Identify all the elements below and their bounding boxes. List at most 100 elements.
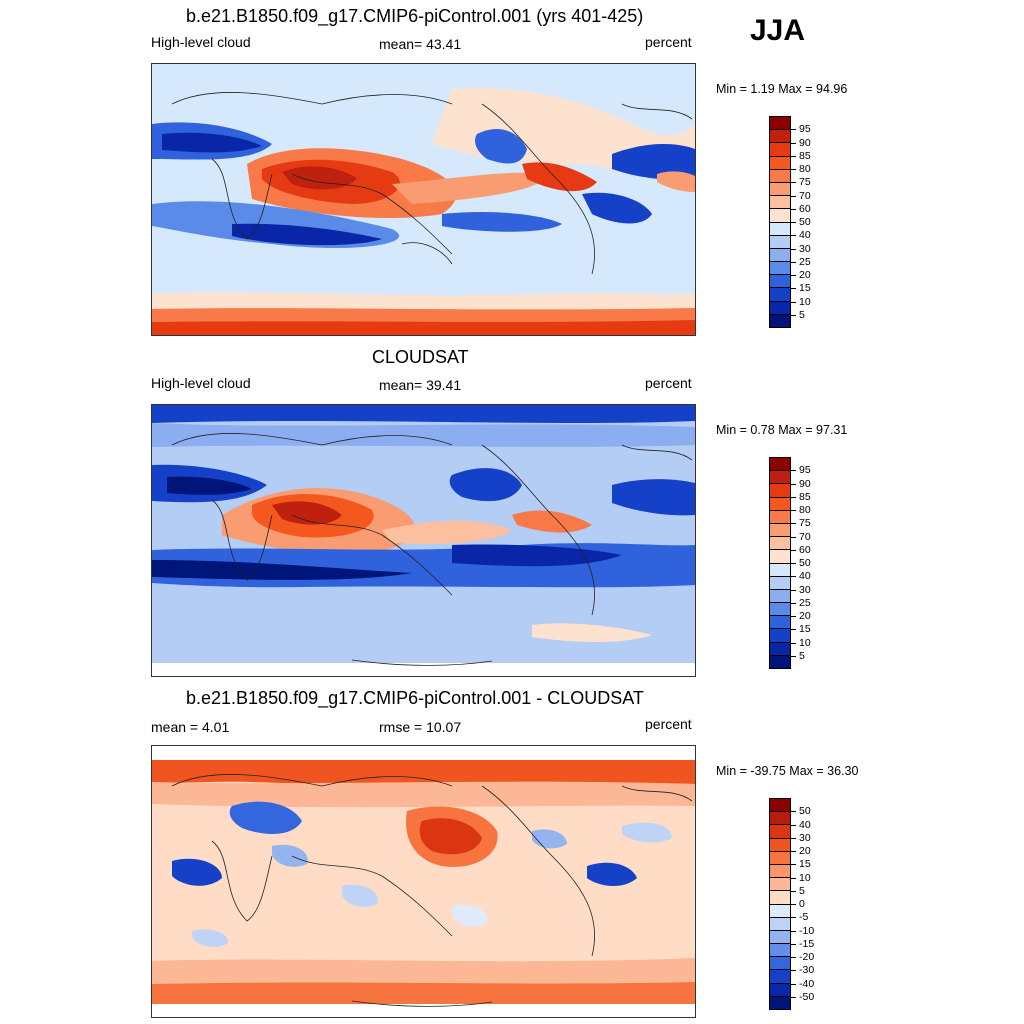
panel-1-map [151, 63, 696, 336]
panel-2-colorbar-swatch [770, 655, 790, 668]
panel-2-colorbar: 95 90 85 80 75 70 60 50 40 30 25 20 15 10 5 [769, 457, 829, 669]
panel-1-colorbar-tick-label: 90 [799, 136, 811, 149]
panel-1-colorbar-swatch [770, 262, 790, 276]
panel-3-colorbar-tick-mark [791, 983, 796, 985]
panel-1-colorbar-swatch [770, 288, 790, 302]
panel-3-colorbar-swatch [770, 930, 790, 945]
panel-3-colorbar-tick-mark [791, 824, 796, 826]
panel-2-colorbar-tick-mark [791, 655, 796, 657]
panel-3-colorbar-swatch [770, 983, 790, 997]
panel-3-colorbar-tick-mark [791, 864, 796, 866]
panel-3-colorbar-tick-label: -5 [799, 911, 809, 924]
panel-2-units-label: percent [645, 375, 692, 391]
panel-3-colorbar-tick-mark [791, 837, 796, 839]
panel-1-contour-field [152, 64, 695, 335]
panel-1-colorbar-swatch [770, 117, 790, 131]
panel-2-colorbar-tick-mark [791, 483, 796, 485]
panel-2-colorbar-swatch [770, 458, 790, 472]
panel-1-colorbar-swatch [770, 275, 790, 289]
panel-3-rmse-label: rmse = 10.07 [379, 719, 462, 735]
panel-1-colorbar-tick-mark [791, 222, 796, 223]
panel-2-colorbar-tick-mark [791, 589, 796, 591]
panel-1-colorbar-tick-label: 5 [799, 308, 805, 321]
panel-1-colorbar-tick-mark [791, 261, 796, 263]
panel-2-mean-label: mean= 39.41 [379, 377, 462, 393]
panel-1-colorbar-swatch [770, 235, 790, 249]
panel-2-colorbar-tick-label: 80 [799, 504, 811, 516]
panel-2-colorbar-swatch [770, 603, 790, 617]
panel-2-minmax-label: Min = 0.78 Max = 97.31 [716, 423, 848, 437]
panel-3-colorbar-swatch [770, 864, 790, 879]
panel-3-map [151, 745, 696, 1018]
panel-2-colorbar-tick-mark [791, 576, 796, 578]
panel-1-colorbar-tick-label: 30 [799, 242, 811, 255]
panel-3-colorbar-swatch [770, 970, 790, 984]
panel-1-colorbar-tick-mark [791, 275, 796, 276]
panel-3-colorbar-tick-label: -40 [799, 977, 815, 990]
panel-3-colorbar-swatch [770, 878, 790, 892]
panel-1-title: b.e21.B1850.f09_g17.CMIP6-piControl.001 … [186, 6, 644, 26]
panel-2-colorbar-tick-label: 25 [799, 596, 811, 609]
panel-2-contour-field [152, 405, 695, 676]
panel-3-colorbar-swatch [770, 917, 790, 931]
panel-2-colorbar-tick-label: 50 [799, 557, 811, 569]
panel-2-colorbar-tick-mark [791, 523, 796, 525]
panel-1-colorbar-tick-label: 50 [799, 216, 811, 228]
panel-3-colorbar-swatch [770, 891, 790, 905]
panel-3-colorbar-tick-mark [791, 943, 796, 945]
panel-3-colorbar-tick-mark [791, 877, 796, 879]
panel-1-colorbar-swatch [770, 156, 790, 170]
panel-3-colorbar-swatch [770, 825, 790, 839]
panel-2-colorbar-tick-label: 95 [799, 464, 811, 477]
panel-1-mean-label: mean= 43.41 [379, 36, 462, 52]
panel-3-colorbar-tick-label: 15 [799, 858, 811, 871]
panel-1-colorbar-tick-label: 70 [799, 189, 811, 202]
panel-2-colorbar-tick-mark [791, 549, 796, 551]
panel-3-colorbar-swatch [770, 996, 790, 1009]
panel-1-colorbar-tick-mark [791, 142, 796, 144]
panel-1-variable-label: High-level cloud [151, 34, 251, 50]
panel-3-colorbar-tick-label: -50 [799, 990, 815, 1003]
panel-3-colorbar-swatch [770, 799, 790, 813]
panel-1-colorbar-tick-mark [791, 155, 796, 157]
panel-1-units-label: percent [645, 34, 692, 50]
panel-1-minmax-label: Min = 1.19 Max = 94.96 [716, 82, 848, 96]
panel-1-colorbar-tick-label: 85 [799, 149, 811, 162]
panel-1-colorbar-swatch [770, 130, 790, 144]
panel-1-colorbar-tick-mark [791, 195, 796, 197]
panel-2-colorbar-tick-label: 70 [799, 530, 811, 543]
panel-2-colorbar-swatches [769, 457, 791, 669]
panel-3-colorbar-tick-label: 10 [799, 871, 811, 884]
panel-1-colorbar-tick-mark [791, 208, 796, 210]
panel-3-minmax-label: Min = -39.75 Max = 36.30 [716, 764, 859, 778]
panel-3-colorbar-tick-label: 0 [799, 898, 805, 910]
panel-2-colorbar-tick-label: 40 [799, 570, 811, 583]
panel-3-colorbar-tick-mark [791, 811, 796, 813]
panel-3-colorbar-swatch [770, 904, 790, 918]
panel-2-colorbar-tick-mark [791, 642, 796, 644]
panel-1-colorbar-tick-mark [791, 129, 796, 131]
panel-1-colorbar-tick-mark [791, 314, 796, 316]
panel-2-map [151, 404, 696, 677]
panel-2-colorbar-swatch [770, 550, 790, 564]
panel-3-mean-label: mean = 4.01 [151, 719, 230, 735]
panel-2-colorbar-tick-label: 90 [799, 477, 811, 490]
panel-2-colorbar-swatch [770, 510, 790, 524]
panel-3-colorbar-swatch [770, 838, 790, 852]
panel-3-title: b.e21.B1850.f09_g17.CMIP6-piControl.001 … [186, 688, 644, 708]
panel-1-colorbar-swatches [769, 116, 791, 328]
panel-3-colorbar-tick-label: 40 [799, 818, 811, 831]
panel-2-colorbar-swatch [770, 563, 790, 577]
panel-1-colorbar-tick-mark [791, 182, 796, 184]
panel-1-colorbar-swatch [770, 196, 790, 210]
panel-3-colorbar-tick-label: -15 [799, 937, 815, 950]
panel-1-colorbar-swatch [770, 143, 790, 157]
panel-3-colorbar-tick-mark [791, 851, 796, 852]
panel-1-colorbar-tick-label: 10 [799, 295, 811, 308]
panel-2-variable-label: High-level cloud [151, 375, 251, 391]
panel-1-colorbar-swatch [770, 169, 790, 183]
panel-3-colorbar-tick-label: 5 [799, 884, 805, 897]
panel-1-colorbar-tick-label: 75 [799, 176, 811, 189]
panel-1-colorbar-tick-label: 80 [799, 163, 811, 175]
panel-3-colorbar-tick-label: -10 [799, 924, 815, 937]
